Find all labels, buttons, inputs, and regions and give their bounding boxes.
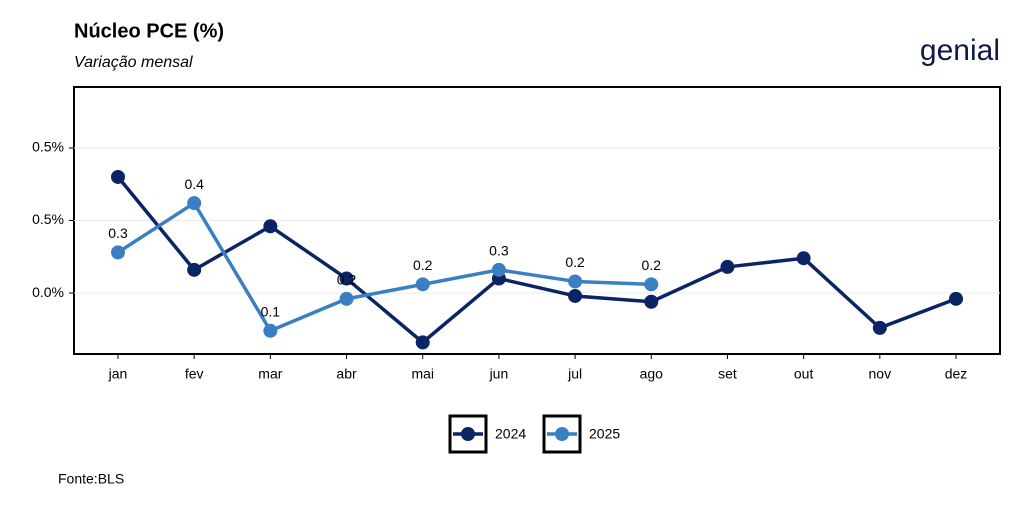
point bbox=[263, 219, 278, 234]
legend-label: 2024 bbox=[495, 426, 526, 442]
data-label: 0.1 bbox=[261, 303, 281, 319]
y-tick-label: 0.5% bbox=[32, 211, 64, 227]
x-tick-label: jun bbox=[489, 366, 509, 382]
data-label: 0.2 bbox=[413, 257, 433, 273]
data-label: 0.4 bbox=[184, 176, 204, 192]
legend-key-point bbox=[461, 427, 475, 441]
logo: genial bbox=[920, 34, 1000, 67]
point bbox=[568, 288, 583, 303]
x-tick-label: mai bbox=[411, 366, 434, 382]
point bbox=[339, 271, 354, 286]
point bbox=[568, 274, 583, 289]
point bbox=[491, 262, 506, 277]
point bbox=[415, 335, 430, 350]
point bbox=[644, 277, 659, 292]
series-line bbox=[117, 201, 652, 333]
series-line bbox=[116, 175, 957, 345]
legend-key-point bbox=[555, 427, 569, 441]
x-tick-label: ago bbox=[640, 366, 664, 382]
x-tick-label: out bbox=[794, 366, 814, 382]
chart-subtitle: Variação mensal bbox=[74, 54, 193, 71]
data-label: 0.2 bbox=[642, 257, 662, 273]
point bbox=[339, 291, 354, 306]
point bbox=[720, 259, 735, 274]
chart-title: Núcleo PCE (%) bbox=[74, 20, 224, 42]
x-tick-label: jul bbox=[567, 366, 582, 382]
y-tick-label: 0.0% bbox=[32, 284, 64, 300]
point bbox=[415, 277, 430, 292]
legend-label: 2025 bbox=[589, 426, 620, 442]
x-tick-label: dez bbox=[945, 366, 968, 382]
y-tick-label: 0.5% bbox=[32, 139, 64, 155]
point bbox=[111, 169, 125, 184]
source: Fonte:BLS bbox=[58, 471, 124, 487]
x-tick-label: set bbox=[718, 366, 737, 382]
point bbox=[187, 262, 202, 277]
point bbox=[644, 294, 659, 309]
x-tick-label: nov bbox=[869, 366, 892, 382]
point bbox=[949, 291, 963, 306]
data-label: 0.2 bbox=[337, 272, 357, 288]
data-label: 0.3 bbox=[108, 225, 128, 241]
data-label: 0.3 bbox=[489, 243, 509, 259]
x-tick-label: fev bbox=[185, 366, 204, 382]
x-tick-label: mar bbox=[258, 366, 282, 382]
x-tick-label: jan bbox=[108, 366, 128, 382]
point bbox=[111, 245, 125, 260]
x-tick-label: abr bbox=[336, 366, 357, 382]
point bbox=[187, 196, 202, 211]
point bbox=[872, 320, 887, 335]
point bbox=[796, 251, 811, 266]
data-label: 0.2 bbox=[565, 254, 585, 270]
point bbox=[263, 323, 278, 338]
